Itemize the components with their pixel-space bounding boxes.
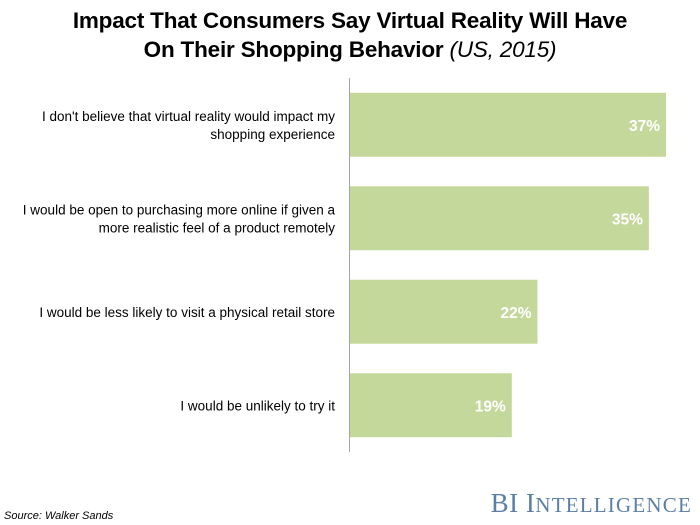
brand-i: I	[525, 488, 536, 518]
brand-rest: NTELLIGENCE	[535, 493, 692, 517]
title-line-2: On Their Shopping Behavior (US, 2015)	[0, 35, 700, 64]
bar-value-label: 35%	[612, 211, 643, 228]
bar-value-label: 37%	[629, 118, 660, 135]
bar	[349, 279, 538, 344]
category-label: more realistic feel of a product remotel…	[99, 220, 336, 235]
title-suffix: (US, 2015)	[449, 37, 557, 62]
bar	[349, 92, 666, 157]
brand-logo: BI INTELLIGENCE	[491, 488, 692, 520]
bar	[349, 186, 649, 251]
title-main: On Their Shopping Behavior	[143, 37, 444, 62]
brand-bi: BI	[490, 488, 519, 518]
category-label: I would be unlikely to try it	[180, 398, 335, 413]
bar-value-label: 22%	[500, 305, 531, 322]
category-label: I would be less likely to visit a physic…	[39, 305, 335, 320]
bar-value-label: 19%	[475, 398, 506, 415]
category-label: I don't believe that virtual reality wou…	[42, 109, 335, 124]
chart-title: Impact That Consumers Say Virtual Realit…	[0, 6, 700, 64]
bar	[349, 373, 512, 438]
category-label: shopping experience	[210, 127, 335, 142]
title-line-1: Impact That Consumers Say Virtual Realit…	[72, 8, 628, 33]
category-label: I would be open to purchasing more onlin…	[23, 202, 336, 217]
source-note: Source: Walker Sands	[4, 510, 114, 522]
